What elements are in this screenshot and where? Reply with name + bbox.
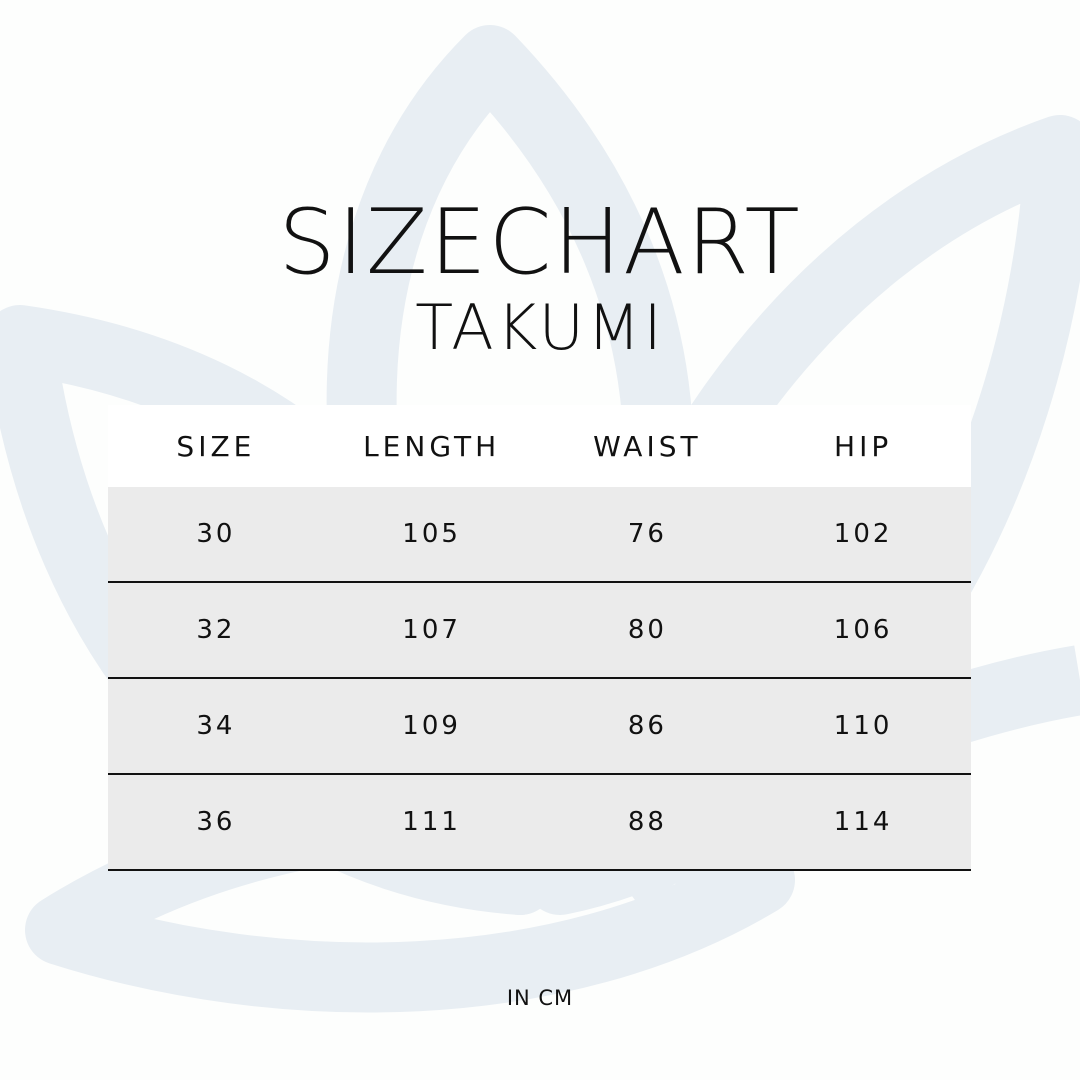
cell-length: 107 (402, 615, 461, 645)
cell-length: 111 (402, 807, 461, 837)
cell-size: 32 (196, 615, 236, 645)
page-title: SIZECHART (278, 190, 802, 295)
cell-waist: 80 (627, 615, 667, 645)
header-waist: WAIST (593, 429, 702, 463)
cell-hip: 102 (833, 519, 893, 549)
page-subtitle: TAKUMI (415, 291, 665, 364)
cell-hip: 110 (833, 711, 893, 741)
table-row: 30 105 76 102 (108, 487, 971, 583)
cell-waist: 88 (627, 807, 667, 837)
cell-size: 34 (196, 711, 236, 741)
cell-size: 36 (196, 807, 236, 837)
cell-length: 105 (402, 519, 461, 549)
header-hip: HIP (834, 429, 893, 463)
table-row: 34 109 86 110 (108, 679, 971, 775)
table-header: SIZE LENGTH WAIST HIP (108, 405, 971, 487)
unit-note: IN CM (506, 986, 574, 1010)
size-table: SIZE LENGTH WAIST HIP 30 105 76 102 32 1… (108, 405, 971, 871)
header-length: LENGTH (363, 429, 501, 463)
cell-waist: 86 (627, 711, 667, 741)
cell-waist: 76 (627, 519, 667, 549)
table-row: 32 107 80 106 (108, 583, 971, 679)
cell-length: 109 (402, 711, 461, 741)
cell-size: 30 (196, 519, 236, 549)
header-size: SIZE (176, 429, 256, 463)
table-row: 36 111 88 114 (108, 775, 971, 871)
cell-hip: 114 (833, 807, 893, 837)
cell-hip: 106 (833, 615, 893, 645)
